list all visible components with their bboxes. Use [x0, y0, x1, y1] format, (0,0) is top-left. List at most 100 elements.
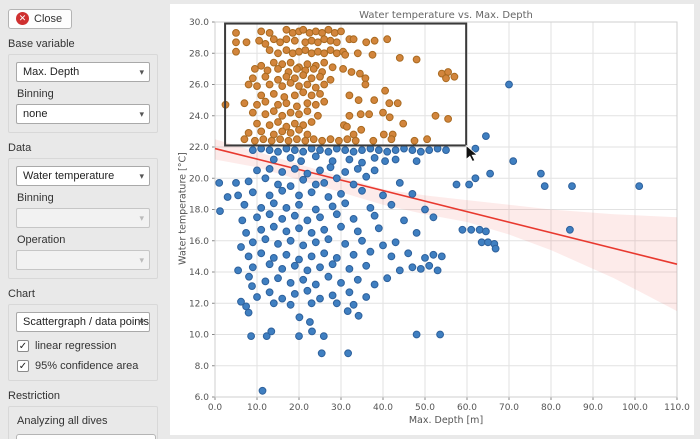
data-point-selected[interactable]: [299, 71, 308, 79]
data-point[interactable]: [429, 213, 438, 222]
data-point-selected[interactable]: [347, 68, 356, 76]
data-point-selected[interactable]: [286, 128, 295, 137]
data-point-selected[interactable]: [251, 136, 259, 145]
data-point[interactable]: [412, 330, 421, 339]
data-point-selected[interactable]: [335, 136, 343, 145]
data-point[interactable]: [379, 191, 387, 200]
data-point[interactable]: [282, 227, 291, 236]
data-point[interactable]: [362, 261, 371, 270]
data-point-selected[interactable]: [305, 29, 314, 37]
data-point[interactable]: [416, 265, 425, 273]
data-point[interactable]: [215, 179, 224, 187]
data-point[interactable]: [324, 235, 333, 244]
data-point-selected[interactable]: [307, 36, 316, 45]
data-point-selected[interactable]: [309, 65, 318, 73]
data-point-selected[interactable]: [261, 40, 270, 48]
chart-type-dropdown[interactable]: Scattergraph / data points ▾: [16, 312, 150, 332]
data-point[interactable]: [248, 146, 257, 155]
data-point[interactable]: [362, 293, 371, 301]
data-point-selected[interactable]: [356, 110, 365, 119]
data-point-selected[interactable]: [253, 82, 261, 90]
data-point[interactable]: [412, 157, 421, 166]
data-point-selected[interactable]: [257, 91, 266, 100]
data-point[interactable]: [290, 165, 299, 173]
data-point-selected[interactable]: [328, 63, 337, 72]
data-point[interactable]: [290, 211, 299, 220]
data-point-selected[interactable]: [240, 99, 249, 108]
data-point[interactable]: [337, 222, 345, 231]
data-point[interactable]: [491, 244, 500, 253]
data-point[interactable]: [234, 266, 242, 275]
data-point-selected[interactable]: [316, 72, 324, 81]
data-point-selected[interactable]: [259, 135, 268, 144]
data-point[interactable]: [311, 180, 320, 189]
data-point-selected[interactable]: [295, 110, 303, 119]
data-point[interactable]: [332, 210, 341, 219]
data-point-selected[interactable]: [301, 38, 310, 47]
data-point-selected[interactable]: [365, 110, 374, 119]
data-point[interactable]: [253, 166, 261, 175]
data-point[interactable]: [274, 240, 282, 248]
data-point[interactable]: [566, 225, 574, 234]
data-point-selected[interactable]: [337, 27, 345, 36]
data-point-selected[interactable]: [332, 38, 341, 47]
data-point[interactable]: [436, 330, 445, 339]
data-point-selected[interactable]: [303, 130, 312, 139]
data-point-selected[interactable]: [257, 27, 266, 36]
data-point[interactable]: [237, 297, 245, 306]
data-point[interactable]: [274, 180, 282, 189]
plot-area[interactable]: [214, 21, 678, 398]
data-point[interactable]: [324, 272, 333, 281]
data-point-selected[interactable]: [332, 49, 341, 58]
data-point[interactable]: [316, 263, 324, 272]
data-point-selected[interactable]: [295, 82, 303, 90]
data-point[interactable]: [475, 225, 484, 234]
data-point-selected[interactable]: [368, 50, 377, 59]
data-point[interactable]: [383, 147, 392, 156]
data-point-selected[interactable]: [301, 46, 310, 54]
data-point-selected[interactable]: [320, 49, 329, 58]
data-point-selected[interactable]: [314, 111, 322, 120]
close-button[interactable]: ✕ Close: [8, 9, 73, 29]
data-point[interactable]: [343, 307, 352, 316]
data-point-selected[interactable]: [286, 58, 295, 67]
data-point-selected[interactable]: [320, 80, 329, 89]
data-point[interactable]: [307, 229, 316, 237]
data-point[interactable]: [416, 147, 425, 156]
data-point-selected[interactable]: [295, 47, 303, 56]
data-point[interactable]: [257, 249, 266, 258]
data-point-selected[interactable]: [399, 119, 408, 128]
data-point[interactable]: [568, 182, 576, 191]
data-point-selected[interactable]: [385, 99, 394, 108]
data-point-selected[interactable]: [290, 36, 299, 45]
data-point[interactable]: [349, 215, 358, 223]
data-point[interactable]: [370, 154, 379, 162]
data-point[interactable]: [247, 332, 255, 341]
data-point-selected[interactable]: [345, 91, 354, 100]
data-point-selected[interactable]: [282, 46, 291, 54]
data-point[interactable]: [316, 213, 324, 222]
data-point-selected[interactable]: [339, 65, 348, 73]
data-point-selected[interactable]: [286, 79, 295, 87]
data-point[interactable]: [290, 146, 299, 155]
data-point-selected[interactable]: [326, 75, 335, 84]
data-point-selected[interactable]: [276, 135, 284, 144]
data-point[interactable]: [358, 236, 366, 245]
scatter-plot[interactable]: 0.0 10.0 20.0 30.0 40.0 50.0 60.0 70.0 80.0 90.0 1…: [170, 4, 694, 435]
data-variable-dropdown[interactable]: Water temperature ▾: [16, 166, 150, 186]
data-point-selected[interactable]: [320, 58, 329, 67]
data-point-selected[interactable]: [282, 35, 291, 44]
data-point[interactable]: [452, 180, 461, 189]
data-point-selected[interactable]: [369, 136, 378, 145]
data-point[interactable]: [374, 146, 383, 155]
data-point[interactable]: [486, 169, 495, 178]
data-point[interactable]: [269, 222, 278, 231]
data-point[interactable]: [341, 199, 350, 208]
data-point[interactable]: [269, 254, 278, 262]
data-point-selected[interactable]: [379, 130, 388, 139]
data-point[interactable]: [265, 191, 274, 200]
data-point-selected[interactable]: [349, 35, 358, 44]
data-point-selected[interactable]: [311, 100, 320, 109]
data-point[interactable]: [265, 165, 274, 173]
data-point[interactable]: [344, 349, 353, 358]
